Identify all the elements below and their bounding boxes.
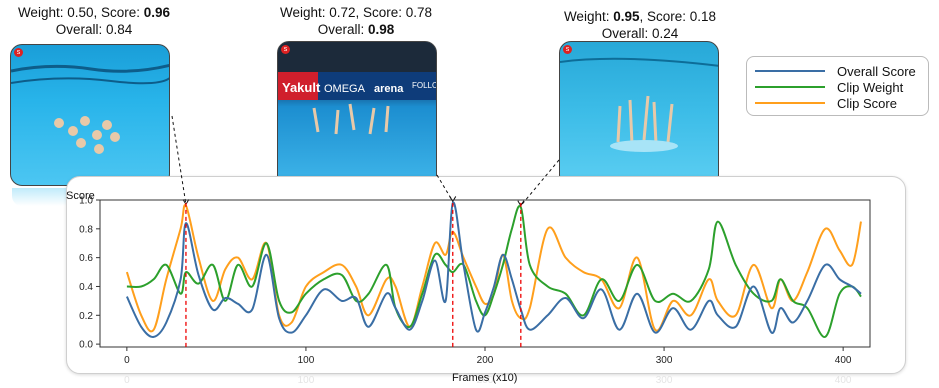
chart-series xyxy=(125,201,862,338)
connector-line xyxy=(520,159,560,207)
legend-item-clip-score: Clip Score xyxy=(755,95,897,111)
series-line-clip-score xyxy=(125,203,862,333)
y-tick-label: 0.8 xyxy=(79,224,93,235)
connector-arrowhead xyxy=(449,196,457,203)
y-tick-label: 0.2 xyxy=(79,311,93,322)
legend-swatch xyxy=(755,102,825,104)
legend-label: Overall Score xyxy=(837,63,916,79)
x-tick-label: 300 xyxy=(656,355,673,366)
app-icon: s xyxy=(563,45,572,54)
y-tick-label: 0.0 xyxy=(79,340,93,351)
x-tick-reflection: 300 xyxy=(656,375,673,386)
x-tick-reflection: 200 xyxy=(477,375,494,386)
caption-text: Weight: 0.50, Score: xyxy=(17,5,144,20)
svg-text:arena: arena xyxy=(374,83,404,95)
x-tick-label: 200 xyxy=(477,355,494,366)
caption-overall: Overall: 0.84 xyxy=(55,22,133,37)
app-icon: s xyxy=(14,48,23,57)
caption-bold-value: 0.98 xyxy=(367,22,395,37)
caption-text-rest: , Score: 0.18 xyxy=(639,9,717,24)
svg-text:FOLLOW: FOLLOW xyxy=(412,81,437,90)
legend-item-overall-score: Overall Score xyxy=(755,63,916,79)
y-tick-label: 0.6 xyxy=(79,253,93,264)
connector-line xyxy=(171,115,187,205)
legend-swatch xyxy=(755,70,825,72)
x-tick-reflection: 100 xyxy=(298,375,315,386)
chart-markers xyxy=(185,202,522,347)
clip-thumbnail-3[interactable]: s xyxy=(559,41,719,187)
caption-overall: Overall: xyxy=(317,22,368,37)
svg-text:OMEGA: OMEGA xyxy=(324,83,366,95)
pool-banner-image: Yakult OMEGA arena FOLLOW xyxy=(278,42,437,135)
caption-bold-value: 0.96 xyxy=(143,5,171,20)
legend-swatch xyxy=(755,86,825,88)
x-tick-label: 400 xyxy=(835,355,852,366)
caption-line-1: Weight: 0.50, Score: 0.96 xyxy=(0,4,214,21)
legend-item-clip-weight: Clip Weight xyxy=(755,79,903,95)
pool-legs-image xyxy=(560,57,718,152)
clip-thumbnail-1[interactable]: s xyxy=(10,44,170,186)
caption-line-1: Weight: 0.72, Score: 0.78 xyxy=(236,4,476,21)
caption-clip-3: Weight: 0.95, Score: 0.18 Overall: 0.24 xyxy=(520,8,760,42)
caption-text: Weight: 0.72, Score: 0.78 xyxy=(279,5,433,20)
series-line-clip-weight xyxy=(126,205,862,338)
y-tick-label: 0.4 xyxy=(79,282,93,293)
svg-text:Yakult: Yakult xyxy=(282,80,321,95)
caption-clip-2: Weight: 0.72, Score: 0.78 Overall: 0.98 xyxy=(236,4,476,38)
y-axis-label: Score xyxy=(66,190,95,202)
chart-axes: 0.0 0.2 0.4 0.6 0.8 1.0 0 0 100 100 200 200 300 300 40… xyxy=(79,196,871,386)
app-icon: s xyxy=(281,45,290,54)
x-tick-label: 0 xyxy=(124,355,130,366)
x-axis-label: Frames (x10) xyxy=(452,372,518,384)
caption-clip-1: Weight: 0.50, Score: 0.96 Overall: 0.84 xyxy=(0,4,214,38)
caption-line-2: Overall: 0.98 xyxy=(236,21,476,38)
series-line-overall-score xyxy=(125,201,862,338)
legend-label: Clip Score xyxy=(837,95,897,111)
x-tick-label: 100 xyxy=(298,355,315,366)
chart-panel xyxy=(66,176,906,374)
caption-bold-value: 0.95 xyxy=(613,9,640,24)
pool-swimmers-image xyxy=(11,63,169,154)
clip-thumbnail-2[interactable]: Yakult OMEGA arena FOLLOW s xyxy=(277,41,437,187)
caption-text: Weight: xyxy=(563,9,614,24)
chart-legend: Overall Score Clip Weight Clip Score xyxy=(746,56,929,116)
caption-overall: Overall: 0.24 xyxy=(601,26,679,41)
caption-line-2: Overall: 0.24 xyxy=(520,25,760,42)
caption-line-2: Overall: 0.84 xyxy=(0,21,214,38)
caption-line-1: Weight: 0.95, Score: 0.18 xyxy=(520,8,760,25)
x-tick-reflection: 400 xyxy=(835,375,852,386)
connector-lines xyxy=(171,115,560,207)
x-tick-reflection: 0 xyxy=(124,375,130,386)
legend-label: Clip Weight xyxy=(837,79,904,95)
y-tick-label: 1.0 xyxy=(79,196,93,207)
